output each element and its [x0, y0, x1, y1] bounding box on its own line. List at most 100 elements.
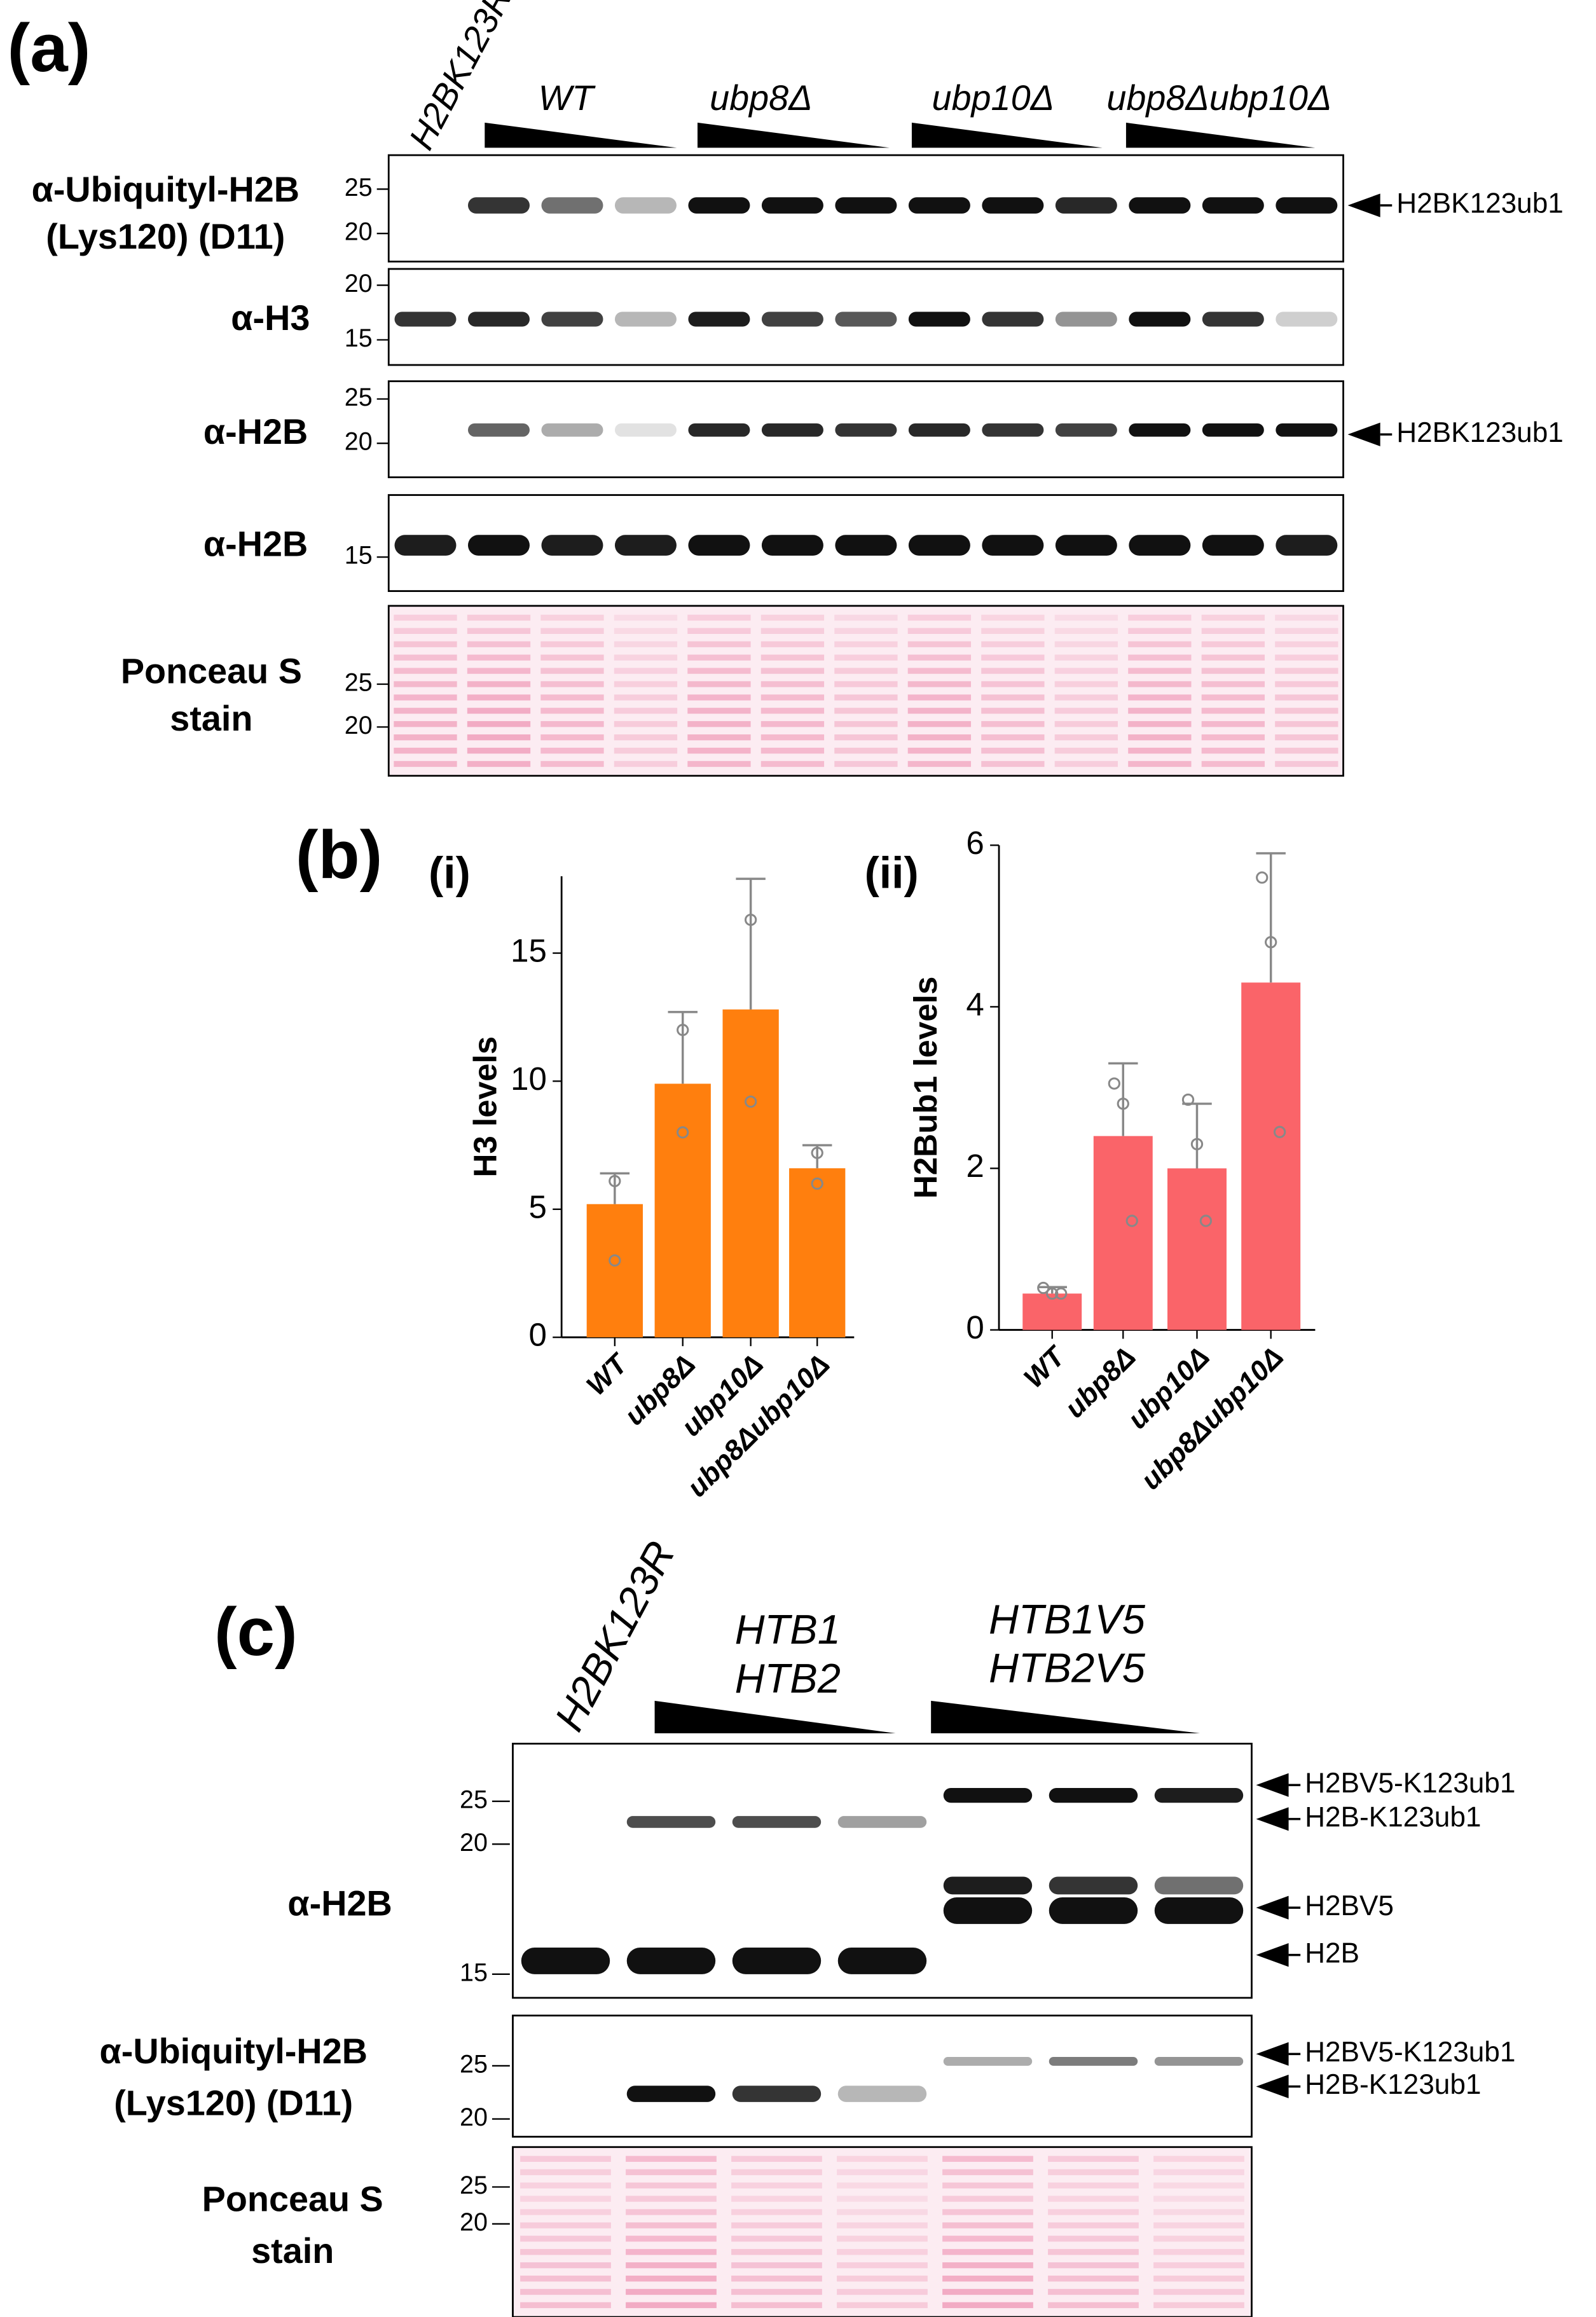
band — [394, 535, 457, 556]
mw-marker: 20 — [345, 428, 373, 456]
y-tick-label: 6 — [966, 825, 984, 861]
ponceau-stripe — [394, 721, 457, 727]
blot-frame — [387, 605, 1344, 777]
mw-marker: 20 — [345, 712, 373, 739]
ponceau-stripe — [1153, 2169, 1244, 2175]
band — [521, 1948, 610, 1974]
mw-marker: 25 — [460, 2050, 488, 2078]
ponceau-stripe — [467, 628, 531, 634]
ponceau-stripe — [1128, 747, 1192, 754]
ponceau-stripe — [614, 760, 678, 767]
band — [908, 312, 970, 327]
band — [1049, 1788, 1138, 1803]
ponceau-stripe — [1153, 2275, 1244, 2282]
data-point — [1265, 936, 1277, 949]
blot-frame — [512, 2146, 1253, 2317]
arrowhead — [1256, 2074, 1289, 2099]
lane-group-label: HTB2 — [735, 1655, 841, 1702]
ponceau-stripe — [837, 2249, 928, 2255]
ponceau-stripe — [942, 2196, 1033, 2202]
ponceau-stripe — [687, 654, 751, 661]
band — [943, 1876, 1033, 1895]
ponceau-stripe — [907, 641, 972, 647]
band — [1049, 1897, 1138, 1924]
ponceau-stripe — [1128, 721, 1192, 727]
ponceau-stripe — [834, 734, 898, 741]
ponceau-stripe — [837, 2169, 928, 2175]
ponceau-stripe — [1201, 641, 1265, 647]
lane-group-label: WT — [539, 78, 596, 118]
band — [467, 423, 530, 437]
ponceau-stripe — [837, 2288, 928, 2295]
band — [541, 535, 603, 556]
band-annotation: H2BK123ub1 — [1396, 188, 1564, 219]
ponceau-stripe — [834, 681, 898, 687]
bar — [1093, 1136, 1153, 1330]
ponceau-stripe — [837, 2182, 928, 2189]
ponceau-stripe — [981, 614, 1045, 621]
ponceau-stripe — [687, 668, 751, 674]
band — [982, 535, 1044, 556]
ponceau-stripe — [1048, 2302, 1139, 2309]
ponceau-stripe — [1128, 614, 1192, 621]
band — [1276, 423, 1338, 437]
band — [541, 312, 603, 327]
mw-marker: 25 — [345, 383, 373, 411]
ponceau-stripe — [394, 641, 457, 647]
ponceau-stripe — [981, 668, 1045, 674]
mw-marker: 20 — [345, 270, 373, 298]
band — [1202, 197, 1264, 214]
ponceau-stripe — [687, 614, 751, 621]
ponceau-stripe — [626, 2262, 717, 2269]
panel-label: (a) — [8, 10, 91, 86]
ponceau-stripe — [1128, 681, 1192, 687]
band — [943, 1788, 1033, 1803]
ponceau-stripe — [907, 747, 972, 754]
band — [1055, 535, 1117, 556]
ponceau-stripe — [520, 2155, 611, 2162]
ponceau-stripe — [760, 760, 825, 767]
ponceau-stripe — [942, 2169, 1033, 2175]
ponceau-stripe — [1275, 760, 1338, 767]
ponceau-stripe — [834, 694, 898, 701]
ponceau-stripe — [1128, 760, 1192, 767]
ponceau-stripe — [1275, 641, 1338, 647]
mw-marker: 25 — [460, 1785, 488, 1813]
band — [761, 535, 823, 556]
band — [467, 535, 530, 556]
band — [626, 1948, 716, 1974]
ponceau-stripe — [540, 760, 604, 767]
arrowhead — [1256, 1943, 1289, 1967]
band — [732, 1948, 822, 1974]
ponceau-stripe — [907, 681, 972, 687]
ponceau-stripe — [626, 2169, 717, 2175]
ponceau-stripe — [1054, 734, 1118, 741]
ponceau-stripe — [626, 2249, 717, 2255]
ponceau-stripe — [907, 614, 972, 621]
ponceau-stripe — [520, 2249, 611, 2255]
band — [982, 197, 1044, 214]
ponceau-stripe — [626, 2155, 717, 2162]
mw-marker: 25 — [345, 174, 373, 202]
band — [835, 312, 897, 327]
panel-label: (c) — [214, 1593, 298, 1670]
band — [626, 1816, 716, 1828]
ponceau-stripe — [1128, 668, 1192, 674]
band — [1055, 312, 1117, 327]
ponceau-stripe — [981, 721, 1045, 727]
data-point — [677, 1126, 689, 1139]
ponceau-stripe — [907, 654, 972, 661]
ponceau-stripe — [834, 760, 898, 767]
ponceau-stripe — [467, 760, 531, 767]
ponceau-stripe — [540, 668, 604, 674]
ponceau-stripe — [394, 694, 457, 701]
ponceau-stripe — [1128, 641, 1192, 647]
band — [467, 312, 530, 327]
ponceau-stripe — [1201, 614, 1265, 621]
ponceau-stripe — [1201, 668, 1265, 674]
band-annotation: H2B-K123ub1 — [1305, 2069, 1481, 2100]
band — [394, 312, 457, 327]
ponceau-stripe — [626, 2275, 717, 2282]
ponceau-stripe — [981, 641, 1045, 647]
dilution-wedge — [931, 1700, 1200, 1734]
